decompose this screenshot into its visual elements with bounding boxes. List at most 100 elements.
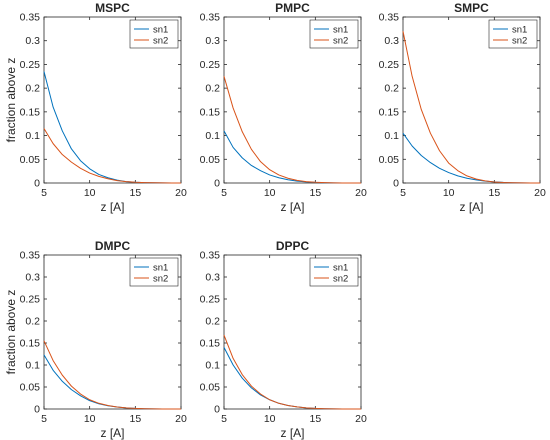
x-tick-label: 10 [84,187,96,199]
chart-panel-smpc: SMPC 5 10 15 20 0 0.05 0.1 0.15 0.2 0.25 0.3 0.35 z [… [379,1,546,214]
y-tick-label: 0 [214,404,220,416]
y-axis-label: fraction above z [4,58,18,143]
chart-title: SMPC [454,1,489,15]
series-line-sn1 [223,130,362,184]
x-tick-label: 5 [221,413,227,425]
y-tick-label: 0 [34,178,40,190]
x-tick-label: 20 [534,187,546,199]
y-tick-label: 0.15 [200,106,221,118]
x-axis-label: z [A] [280,426,304,440]
series-line-sn2 [43,340,182,410]
y-tick-label: 0.3 [25,35,40,47]
x-tick-label: 5 [400,187,406,199]
y-tick-label: 0.3 [205,272,220,284]
series-line-sn2 [223,76,362,184]
chart-title: MSPC [95,1,130,15]
y-tick-label: 0.35 [200,250,221,262]
plot-area-frame [43,254,182,410]
plot-area-frame [223,254,362,410]
y-tick-label: 0.25 [200,294,221,306]
legend-label-sn1: sn1 [512,24,527,35]
legend-box [309,19,359,49]
y-tick-label: 0.05 [20,382,41,394]
x-tick-label: 20 [355,187,367,199]
x-tick-label: 15 [309,187,321,199]
plot-area-frame [402,16,541,184]
series-line-sn1 [402,132,541,184]
x-tick-label: 15 [488,187,500,199]
y-tick-label: 0.15 [20,338,41,350]
legend-box [488,19,538,49]
x-axis-label: z [A] [100,426,124,440]
x-tick-label: 15 [129,187,141,199]
x-axis-label: z [A] [100,200,124,214]
legend-box [309,257,359,287]
series-line-sn1 [43,71,182,184]
plot-area-frame [223,16,362,184]
chart-title: DMPC [95,239,131,253]
y-tick-label: 0.25 [20,59,41,71]
y-tick-label: 0 [34,404,40,416]
y-axis-label: fraction above z [4,290,18,375]
legend-label-sn1: sn1 [153,24,168,35]
x-tick-label: 20 [175,413,187,425]
y-tick-label: 0.3 [205,35,220,47]
x-tick-label: 10 [443,187,455,199]
chart-title: PMPC [275,1,310,15]
y-tick-label: 0.1 [25,130,40,142]
y-tick-label: 0.25 [20,294,41,306]
legend-label-sn2: sn2 [512,35,527,46]
legend-label-sn2: sn2 [333,273,348,284]
legend-label-sn1: sn1 [153,262,168,273]
x-tick-label: 10 [264,413,276,425]
x-axis-label: z [A] [280,200,304,214]
legend-box [129,257,179,287]
y-tick-label: 0.05 [200,382,221,394]
y-tick-label: 0.2 [25,83,40,95]
series-line-sn2 [223,334,362,410]
y-tick-label: 0.15 [200,338,221,350]
x-tick-label: 5 [41,187,47,199]
y-tick-label: 0.3 [384,35,399,47]
y-tick-label: 0.1 [205,360,220,372]
y-tick-label: 0.2 [205,316,220,328]
y-tick-label: 0.2 [25,316,40,328]
y-tick-label: 0.25 [379,59,400,71]
x-tick-label: 20 [175,187,187,199]
y-tick-label: 0.35 [20,250,41,262]
x-tick-label: 5 [221,187,227,199]
y-tick-label: 0.05 [20,154,41,166]
chart-title: DPPC [276,239,310,253]
chart-panel-dmpc: DMPC 5 10 15 20 0 0.05 0.1 0.15 0.2 0.25 0.3 0.35 z [… [4,239,187,440]
y-tick-label: 0.2 [205,83,220,95]
y-tick-label: 0.15 [379,106,400,118]
y-tick-label: 0.2 [384,83,399,95]
series-line-sn2 [402,31,541,184]
x-tick-label: 20 [355,413,367,425]
y-tick-label: 0.25 [200,59,221,71]
legend-box [129,19,179,49]
y-tick-label: 0.05 [379,154,400,166]
chart-panel-dppc: DPPC 5 10 15 20 0 0.05 0.1 0.15 0.2 0.25 0.3 0.35 z [… [200,239,367,440]
x-tick-label: 15 [309,413,321,425]
legend-label-sn2: sn2 [333,35,348,46]
legend-label-sn2: sn2 [153,273,168,284]
y-tick-label: 0.1 [205,130,220,142]
y-tick-label: 0 [393,178,399,190]
x-tick-label: 10 [84,413,96,425]
legend-label-sn1: sn1 [333,24,348,35]
chart-panel-mspc: MSPC 5 10 15 20 0 0.05 0.1 0.15 0.2 0.25 0.3 0.35 z [… [4,1,187,214]
x-axis-label: z [A] [459,200,483,214]
series-line-sn1 [43,354,182,410]
x-tick-label: 15 [129,413,141,425]
y-tick-label: 0 [214,178,220,190]
chart-panel-pmpc: PMPC 5 10 15 20 0 0.05 0.1 0.15 0.2 0.25 0.3 0.35 z [… [200,1,367,214]
x-tick-label: 10 [264,187,276,199]
x-tick-label: 5 [41,413,47,425]
